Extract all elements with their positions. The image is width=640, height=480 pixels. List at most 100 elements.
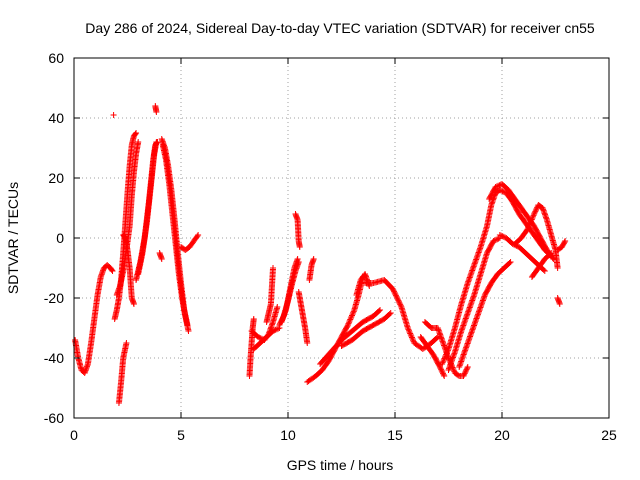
data-points: [72, 103, 569, 406]
data-point: [439, 369, 446, 376]
data-point: [347, 316, 354, 323]
data-point: [464, 364, 471, 370]
data-point: [153, 109, 160, 115]
data-point: [256, 334, 263, 341]
data-point: [529, 213, 536, 220]
data-point: [527, 220, 534, 227]
data-point: [494, 236, 501, 243]
data-point: [407, 330, 414, 337]
data-point: [346, 317, 353, 324]
data-point: [463, 366, 470, 373]
data-point: [528, 216, 535, 223]
y-tick-label: -40: [44, 350, 64, 366]
data-point: [296, 244, 303, 250]
data-point: [524, 226, 531, 232]
data-point: [495, 182, 502, 189]
data-point: [441, 354, 448, 361]
y-tick-label: 0: [56, 230, 64, 246]
data-point: [498, 232, 505, 239]
data-point: [386, 311, 393, 317]
data-point: [304, 340, 311, 346]
data-point: [195, 232, 202, 238]
data-point: [408, 334, 415, 341]
data-point: [492, 184, 499, 190]
data-point: [250, 316, 257, 322]
data-point: [438, 366, 445, 373]
data-point: [495, 235, 502, 242]
data-point: [350, 308, 357, 315]
data-point: [132, 131, 139, 137]
data-point: [350, 309, 357, 316]
y-tick-label: -60: [44, 410, 64, 426]
data-point: [437, 365, 444, 372]
data-point: [531, 209, 538, 216]
data-point: [500, 188, 507, 195]
data-point: [462, 367, 469, 374]
data-point: [444, 348, 451, 355]
x-axis-label: GPS time / hours: [287, 457, 394, 473]
data-point: [394, 296, 401, 303]
data-point: [375, 308, 382, 314]
data-point: [531, 211, 538, 217]
data-point: [496, 232, 503, 238]
data-point: [310, 256, 317, 262]
data-point: [273, 326, 280, 333]
data-point: [393, 293, 400, 300]
data-point: [395, 297, 402, 304]
data-point: [407, 331, 414, 338]
data-point: [395, 298, 402, 305]
data-point: [493, 236, 500, 243]
data-point: [392, 292, 399, 299]
data-point: [498, 187, 505, 194]
y-tick-label: 60: [48, 50, 64, 66]
axis-ticks: 0 5 10 15 20 25 -60 -40 -20 0 20 40 60: [44, 50, 617, 443]
data-point: [108, 267, 115, 273]
data-point: [443, 350, 450, 357]
data-point: [499, 188, 506, 195]
data-point: [349, 311, 356, 318]
data-point: [270, 265, 277, 271]
data-point: [441, 373, 448, 379]
data-point: [442, 352, 449, 359]
data-point: [394, 295, 401, 301]
data-point: [443, 351, 450, 358]
data-point: [433, 335, 440, 341]
data-point: [346, 319, 353, 326]
data-point: [255, 334, 262, 340]
data-point: [506, 260, 513, 266]
data-point: [345, 320, 352, 327]
data-point: [185, 328, 192, 334]
data-point: [409, 335, 416, 342]
data-point: [561, 239, 568, 246]
data-point: [554, 265, 561, 271]
data-point: [530, 212, 537, 219]
data-point: [439, 361, 446, 367]
data-point: [548, 250, 555, 256]
data-point: [438, 367, 445, 374]
data-point: [410, 337, 417, 344]
data-point: [532, 207, 539, 214]
data-point: [153, 139, 160, 145]
y-tick-label: -20: [44, 290, 64, 306]
data-point: [377, 307, 384, 313]
data-point: [461, 371, 468, 378]
data-point: [272, 326, 279, 333]
data-point: [389, 286, 396, 292]
x-tick-label: 20: [494, 427, 510, 443]
y-axis-label: SDTVAR / TECUs: [5, 182, 21, 294]
data-point: [344, 322, 351, 328]
data-point: [406, 327, 413, 334]
data-point: [294, 256, 301, 262]
data-point: [348, 313, 355, 320]
data-point: [275, 325, 282, 332]
data-point: [462, 369, 469, 376]
y-tick-label: 20: [48, 170, 64, 186]
data-point: [464, 365, 471, 372]
data-point: [109, 268, 116, 274]
x-tick-label: 15: [387, 427, 403, 443]
data-point: [135, 139, 142, 145]
data-point: [391, 289, 398, 296]
data-point: [525, 223, 532, 230]
